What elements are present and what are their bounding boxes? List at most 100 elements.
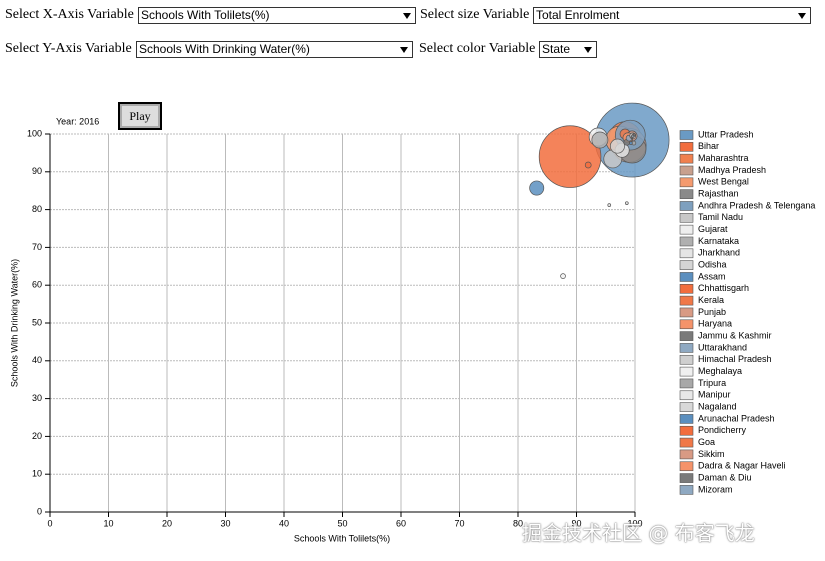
x-select[interactable]: Schools With Tolilets(%): [138, 7, 416, 24]
x-tick-label: 100: [627, 518, 642, 528]
legend-swatch: [679, 236, 694, 247]
play-button[interactable]: Play: [118, 102, 162, 130]
color-select[interactable]: State: [539, 41, 597, 58]
y-tick-label: 20: [32, 431, 42, 441]
size-select-label: Select size Variable: [420, 7, 530, 22]
watermark: 掘金技术社区 @ 布客飞龙: [522, 521, 755, 545]
legend-label: Jammu & Kashmir: [698, 330, 772, 340]
x-tick-label: 50: [337, 518, 347, 528]
x-tick-label: 80: [513, 518, 523, 528]
bubble: [538, 125, 602, 188]
legend-label: Chhattisgarh: [698, 283, 749, 293]
bubble: [624, 201, 629, 205]
bubble: [607, 203, 612, 207]
legend-swatch: [679, 366, 694, 377]
y-select-value: Schools With Drinking Water(%): [139, 42, 310, 56]
legend-label: Jharkhand: [698, 248, 740, 258]
legend-swatch: [679, 153, 694, 164]
legend-swatch: [679, 201, 694, 211]
legend-swatch: [679, 295, 694, 306]
legend-swatch: [679, 213, 694, 223]
legend-swatch: [679, 283, 694, 294]
bubble: [631, 134, 635, 138]
legend-label: Rajasthan: [698, 189, 739, 199]
y-select[interactable]: Schools With Drinking Water(%): [136, 41, 413, 58]
legend-label: Mizoram: [698, 484, 733, 494]
x-tick-label: 20: [162, 518, 172, 528]
y-axis-title: Schools With Drinking Water(%): [9, 259, 19, 387]
x-axis-title: Schools With Tolilets(%): [294, 533, 390, 543]
x-select-label: Select X-Axis Variable: [5, 7, 134, 22]
legend-swatch: [679, 142, 694, 152]
legend-swatch: [679, 130, 694, 140]
legend-swatch: [679, 307, 694, 318]
legend-swatch: [679, 485, 694, 495]
size-select-value: Total Enrolment: [536, 8, 620, 22]
legend-swatch: [679, 354, 694, 365]
legend-swatch: [679, 390, 694, 401]
y-tick-label: 40: [32, 355, 42, 365]
legend-swatch: [679, 378, 694, 389]
legend-label: Arunachal Pradesh: [698, 413, 775, 423]
legend-label: Daman & Diu: [698, 472, 752, 482]
bubble: [560, 273, 566, 279]
x-tick-label: 60: [396, 518, 406, 528]
y-select-label: Select Y-Axis Variable: [5, 41, 132, 56]
legend-label: Pondicherry: [698, 425, 747, 435]
legend-swatch: [679, 414, 694, 424]
legend-swatch: [679, 165, 694, 176]
legend-label: Meghalaya: [698, 366, 742, 376]
color-select-value: State: [542, 42, 571, 56]
bubble: [609, 138, 625, 154]
legend-label: Odisha: [698, 260, 727, 270]
legend-swatch: [679, 224, 694, 235]
x-tick-label: 90: [571, 518, 581, 528]
legend-label: Dadra & Nagar Haveli: [698, 461, 786, 471]
legend-label: Nagaland: [698, 401, 737, 411]
bubble: [591, 131, 609, 149]
legend-label: Haryana: [698, 319, 732, 329]
legend-swatch: [679, 260, 694, 270]
x-tick-label: 40: [279, 518, 289, 528]
x-tick-label: 10: [103, 518, 113, 528]
legend-swatch: [679, 449, 694, 460]
legend-label: Maharashtra: [698, 153, 749, 163]
legend-label: Tamil Nadu: [698, 212, 743, 222]
color-select-label: Select color Variable: [419, 41, 536, 56]
legend-swatch: [679, 343, 694, 353]
legend-label: Manipur: [698, 390, 731, 400]
legend-swatch: [679, 272, 694, 282]
legend-label: Uttarakhand: [698, 342, 747, 352]
y-tick-label: 90: [32, 166, 42, 176]
legend-label: Bihar: [698, 141, 719, 151]
arrow: [403, 13, 411, 19]
legend-label: Gujarat: [698, 224, 728, 234]
legend-label: Kerala: [698, 295, 724, 305]
x-select-value: Schools With Tolilets(%): [141, 8, 270, 22]
x-tick-label: 0: [47, 518, 52, 528]
arrow: [584, 47, 592, 53]
x-tick-label: 70: [454, 518, 464, 528]
legend-label: Punjab: [698, 307, 726, 317]
bubble: [529, 180, 545, 196]
legend-label: Uttar Pradesh: [698, 129, 754, 139]
legend-swatch: [679, 402, 694, 412]
legend-label: Sikkim: [698, 449, 725, 459]
arrow: [400, 47, 408, 53]
size-select[interactable]: Total Enrolment: [533, 7, 811, 24]
y-tick-label: 80: [32, 204, 42, 214]
legend-label: Himachal Pradesh: [698, 354, 772, 364]
y-tick-label: 10: [32, 469, 42, 479]
legend-swatch: [679, 437, 694, 448]
legend-label: Karnataka: [698, 236, 739, 246]
y-tick-label: 100: [27, 128, 42, 138]
legend-swatch: [679, 177, 694, 188]
legend-label: Andhra Pradesh & Telengana: [698, 200, 815, 210]
y-tick-label: 0: [37, 506, 42, 516]
legend-label: Madhya Pradesh: [698, 165, 766, 175]
year-label: Year: 2016: [56, 116, 99, 126]
arrow: [798, 13, 806, 19]
legend-swatch: [679, 189, 694, 199]
